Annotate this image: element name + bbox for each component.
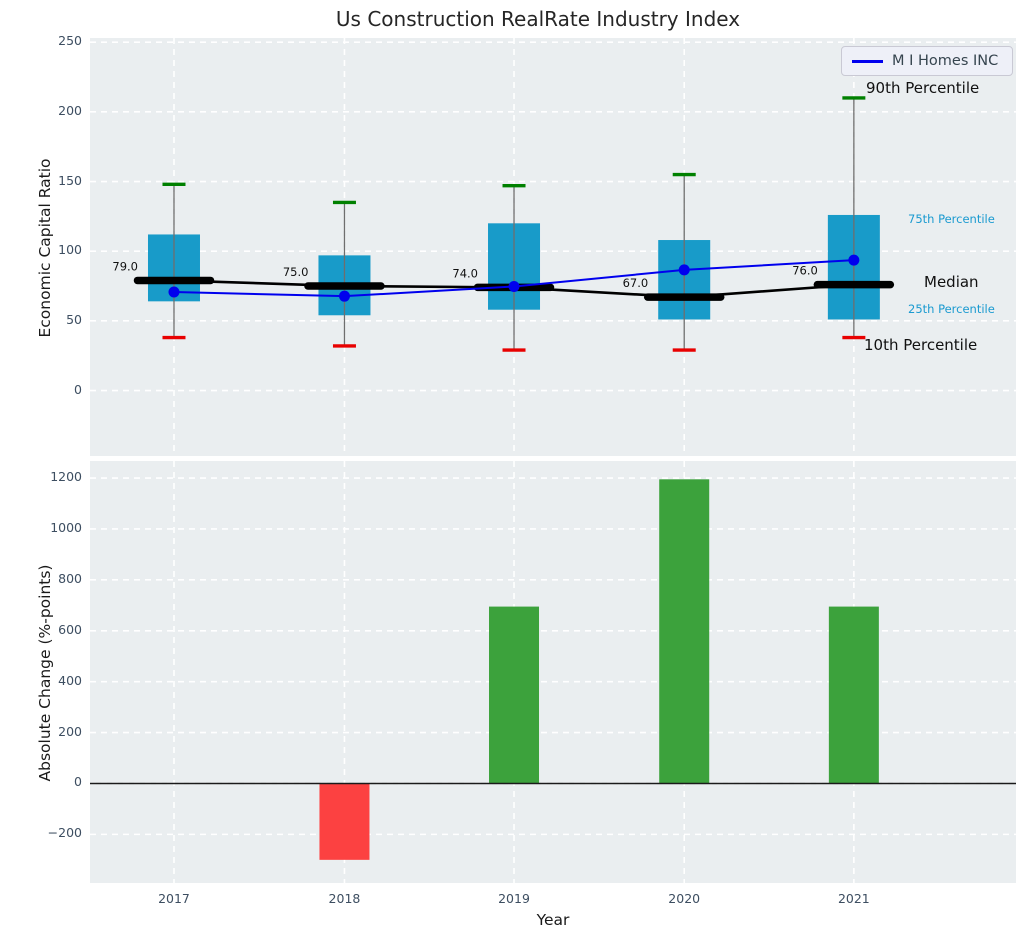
label-75th-percentile: 75th Percentile [908,212,995,226]
x-tick-label-2021: 2021 [814,891,894,906]
y-tick-label: 400 [0,673,82,688]
bar-2018 [319,783,369,859]
y-tick-label: 800 [0,571,82,586]
bar-2020 [659,479,709,783]
legend-label: M I Homes INC [892,53,998,69]
x-tick-label-2019: 2019 [474,891,554,906]
x-tick-label-2018: 2018 [304,891,384,906]
y-tick-label: 1200 [0,469,82,484]
median-annotation-2018: 75.0 [283,265,309,279]
company-point-2017 [168,287,179,298]
median-annotation-2019: 74.0 [452,266,478,280]
y-tick-label: 0 [0,382,82,397]
y-tick-label: −200 [0,825,82,840]
label-median: Median [924,273,979,291]
y-tick-label: 1000 [0,520,82,535]
y-tick-label: 0 [0,774,82,789]
y-tick-label: 50 [0,312,82,327]
company-point-2019 [509,281,520,292]
boxplot-chart: 79.0 75.0 74.0 67.0 76.0 [90,38,1016,456]
chart-title: Us Construction RealRate Industry Index [90,7,986,31]
bottom-plot-area [90,461,1016,883]
label-10th-percentile: 10th Percentile [864,336,977,354]
median-annotation-2020: 67.0 [623,276,649,290]
y-tick-label: 600 [0,622,82,637]
y-tick-label: 150 [0,173,82,188]
figure: Us Construction RealRate Industry Index … [0,0,1029,942]
legend-line-swatch [852,60,883,63]
company-point-2018 [339,291,350,302]
x-tick-label-2017: 2017 [134,891,214,906]
label-25th-percentile: 25th Percentile [908,302,995,316]
bar-2021 [829,607,879,784]
y-tick-label: 100 [0,242,82,257]
y-tick-label: 200 [0,724,82,739]
x-axis-label: Year [90,911,1016,929]
company-point-2021 [848,255,859,266]
top-plot-area: 79.0 75.0 74.0 67.0 76.0 [90,38,1016,456]
y-tick-label: 250 [0,33,82,48]
y-tick-label: 200 [0,103,82,118]
company-point-2020 [679,264,690,275]
median-annotation-2017: 79.0 [112,259,138,273]
bar-chart [90,461,1016,883]
legend: M I Homes INC [841,46,1013,76]
median-annotation-2021: 76.0 [792,264,818,278]
x-tick-label-2020: 2020 [644,891,724,906]
bar-2019 [489,607,539,784]
label-90th-percentile: 90th Percentile [866,79,979,97]
